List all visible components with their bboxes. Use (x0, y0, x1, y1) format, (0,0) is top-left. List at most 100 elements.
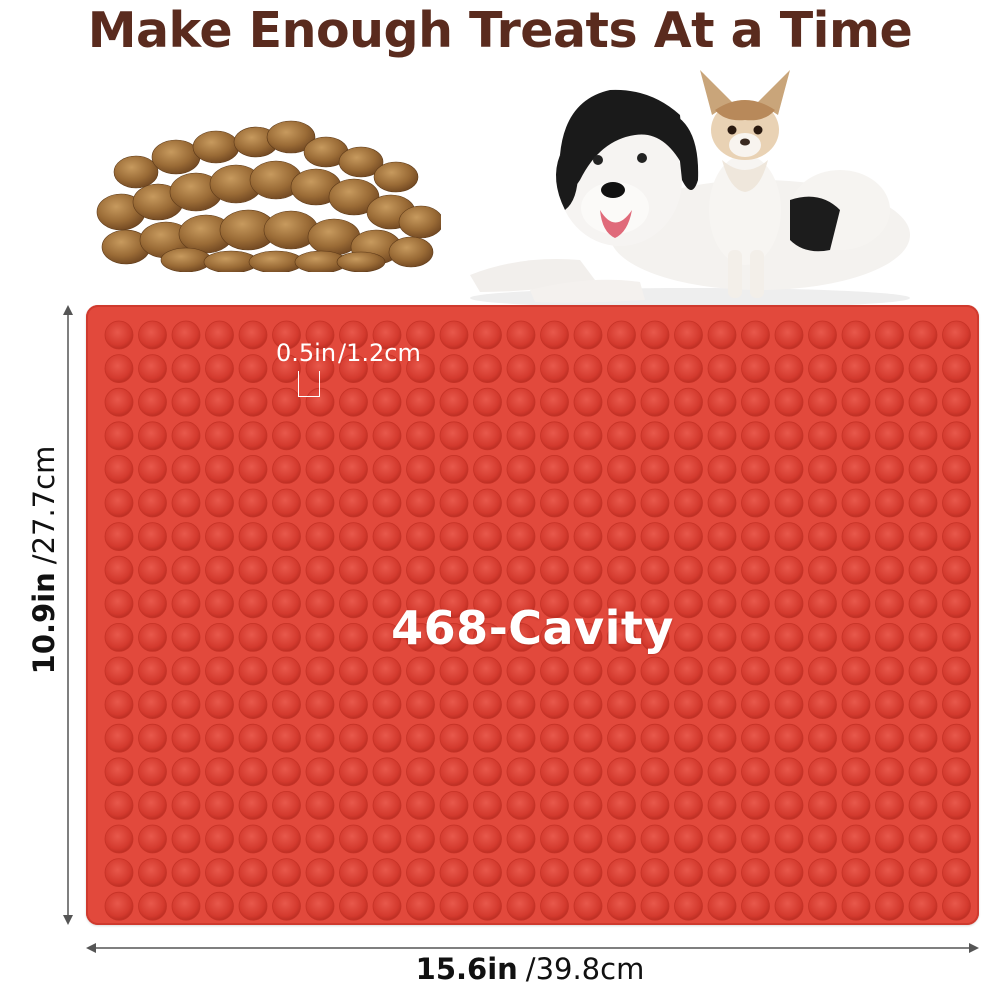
cavity (573, 622, 603, 652)
cavity (238, 320, 268, 350)
cavity (741, 622, 770, 652)
cavity (774, 589, 804, 619)
cavity (305, 891, 335, 921)
cavity (305, 320, 335, 350)
cavity (573, 824, 603, 854)
cavity (573, 421, 603, 451)
kibble-piece (398, 205, 441, 239)
cavity (841, 757, 871, 787)
cavity (908, 421, 938, 451)
cavity (305, 421, 335, 451)
cavity (339, 454, 368, 484)
cavity (372, 387, 402, 417)
cavity (573, 522, 603, 552)
cavity (238, 757, 268, 787)
cavity (674, 421, 703, 451)
cavity (808, 589, 837, 619)
cavity (875, 622, 904, 652)
cavity (171, 488, 201, 518)
cavity (171, 454, 201, 484)
cavity (339, 555, 368, 585)
cavity (171, 757, 201, 787)
cavity (473, 891, 502, 921)
cavity (741, 387, 770, 417)
kibble-piece (373, 161, 419, 193)
cavity (406, 891, 435, 921)
cavity (707, 656, 737, 686)
cavity (372, 488, 402, 518)
cavity (372, 858, 402, 887)
cavity (339, 320, 368, 350)
cavity (439, 555, 469, 585)
cavity (774, 790, 804, 820)
cavity (540, 589, 569, 619)
cavity (875, 320, 904, 350)
cavity (908, 320, 938, 350)
cavity (372, 522, 402, 552)
cavity (540, 757, 569, 787)
cavity (506, 354, 536, 383)
cavity (473, 555, 502, 585)
cavity (138, 723, 167, 753)
kibble-piece (266, 120, 316, 154)
cavity (406, 421, 435, 451)
cavity (506, 320, 536, 350)
cavity (506, 387, 536, 417)
cavity (942, 320, 971, 350)
cavity (607, 824, 636, 854)
cavity (540, 320, 569, 350)
cavity (841, 454, 871, 484)
cavity (741, 320, 770, 350)
cavity (339, 354, 368, 383)
kibble-piece (336, 251, 386, 272)
cavity (439, 790, 469, 820)
cavity (540, 354, 569, 383)
cavity (372, 622, 402, 652)
cavity (104, 723, 134, 753)
cavity (473, 656, 502, 686)
cavity (473, 522, 502, 552)
cavity (171, 555, 201, 585)
cavity (104, 656, 134, 686)
cavity (540, 454, 569, 484)
kibble-piece (151, 139, 201, 175)
cavity (439, 858, 469, 887)
cavity (774, 555, 804, 585)
cavity (473, 690, 502, 720)
kibble-piece (192, 130, 240, 164)
cavity (607, 522, 636, 552)
cavity (741, 555, 770, 585)
cavity (406, 589, 435, 619)
cavity (741, 656, 770, 686)
cavity (238, 824, 268, 854)
height-imperial: 10.9in (27, 572, 61, 675)
cavity (674, 387, 703, 417)
cavity (841, 858, 871, 887)
cavity (707, 421, 737, 451)
cavity (640, 488, 670, 518)
cavity (205, 488, 234, 518)
cavity (339, 858, 368, 887)
cavity (506, 656, 536, 686)
cavity (339, 723, 368, 753)
cavity (540, 622, 569, 652)
cavity (674, 858, 703, 887)
cavity (272, 757, 301, 787)
height-metric: /27.7cm (27, 445, 61, 565)
cavity (573, 891, 603, 921)
cavity (272, 589, 301, 619)
cavity (406, 723, 435, 753)
cavity (741, 723, 770, 753)
cavity (205, 589, 234, 619)
cavity (406, 790, 435, 820)
cavity (607, 488, 636, 518)
cavity (372, 757, 402, 787)
cavity (908, 589, 938, 619)
cavity (506, 824, 536, 854)
cavity (774, 522, 804, 552)
cavity (406, 757, 435, 787)
cavity (674, 690, 703, 720)
cavity (138, 858, 167, 887)
cavity (875, 421, 904, 451)
cavity (808, 824, 837, 854)
